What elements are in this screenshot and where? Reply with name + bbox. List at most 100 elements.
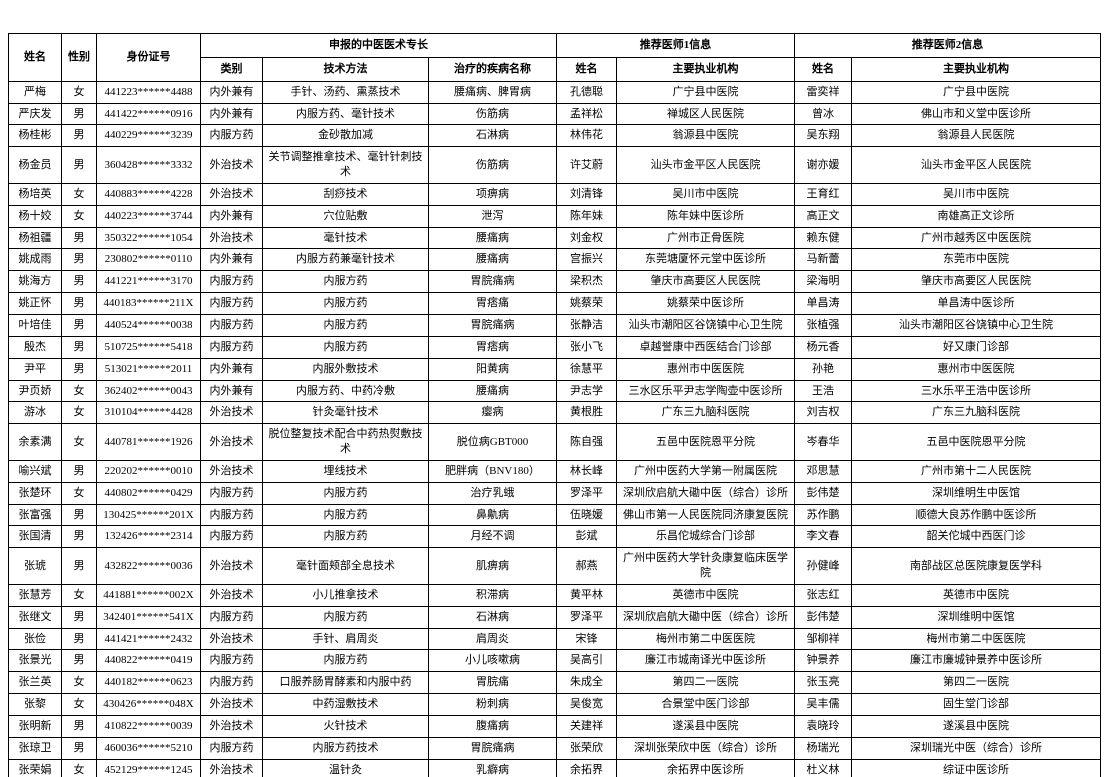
cell-gender: 男 (61, 627, 97, 651)
cell-rec2-institution: 综证中医诊所 (851, 758, 1102, 777)
cell-id-number: 132426******2314 (96, 525, 201, 549)
cell-rec1-institution: 姚蔡荣中医诊所 (616, 292, 796, 315)
cell-name: 姚成雨 (8, 248, 62, 272)
cell-gender: 男 (61, 146, 97, 184)
cell-name: 张景光 (8, 649, 62, 673)
column-header-name: 姓名 (8, 33, 62, 82)
cell-rec2-name: 雷奕祥 (794, 80, 853, 104)
cell-rec2-name: 梁海明 (794, 270, 853, 294)
cell-gender: 女 (61, 401, 97, 425)
cell-rec1-name: 梁积杰 (556, 270, 618, 294)
cell-id-number: 362402******0043 (96, 379, 201, 403)
cell-disease: 胃脘痛病 (427, 313, 558, 337)
cell-disease: 伤筋病 (427, 102, 558, 126)
cell-disease: 胃痞病 (427, 335, 558, 359)
cell-rec2-institution: 深圳瑞光中医（综合）诊所 (851, 736, 1102, 760)
table-row: 游冰女 310104******4428 外治技术 针灸毫针技术 瘿病 黄根胜 广东三九脑科… (8, 401, 1102, 425)
cell-rec2-institution: 佛山市和义堂中医诊所 (851, 102, 1102, 126)
table-row: 张国清男 132426******2314 内服方药 内服方药 月经不调 彭斌 乐昌佗城综合… (8, 525, 1102, 549)
cell-category: 内外兼有 (200, 248, 263, 272)
cell-rec1-name: 张荣欣 (556, 736, 618, 760)
cell-disease: 腰痛病、脾胃病 (427, 80, 558, 104)
column-group-recommender2: 推荐医师2信息 (794, 33, 1102, 58)
table-row: 姚成雨男 230802******0110 内外兼有 内服方药兼毫针技术 腰痛病 宫振兴东… (8, 248, 1102, 272)
cell-rec1-name: 林伟花 (556, 124, 618, 148)
cell-name: 张国清 (8, 525, 62, 549)
cell-id-number: 440822******0419 (96, 649, 201, 673)
cell-gender: 男 (61, 459, 97, 483)
column-header-rec1-institution: 主要执业机构 (616, 56, 796, 82)
cell-id-number: 310104******4428 (96, 401, 201, 425)
cell-disease: 石淋病 (427, 124, 558, 148)
cell-rec1-institution: 汕头市金平区人民医院 (616, 146, 796, 184)
cell-gender: 男 (61, 313, 97, 337)
cell-gender: 女 (61, 671, 97, 695)
table-row: 叶培佳男 440524******0038 内服方药 内服方药 胃脘痛病 张静洁 汕头市潮阳… (8, 313, 1102, 337)
cell-disease: 腰痛病 (427, 248, 558, 272)
cell-category: 外治技术 (200, 758, 263, 777)
cell-rec2-name: 杜义林 (794, 758, 853, 777)
cell-gender: 男 (61, 102, 97, 126)
cell-technique: 手针、汤药、熏蒸技术 (262, 80, 429, 104)
column-header-category: 类别 (200, 56, 263, 82)
cell-gender: 男 (61, 715, 97, 738)
cell-category: 内服方药 (200, 335, 263, 359)
table-row: 姚正怀男 440183******211X 内服方药 内服方药 胃痞痛 姚蔡荣 姚蔡荣中医诊… (8, 292, 1102, 315)
cell-name: 姚海方 (8, 270, 62, 294)
cell-technique: 内服外敷技术 (262, 357, 429, 381)
cell-rec2-institution: 广州市越秀区中医医院 (851, 226, 1102, 250)
cell-rec1-institution: 陈年妹中医诊所 (616, 204, 796, 228)
cell-rec1-name: 关建祥 (556, 715, 618, 738)
cell-gender: 男 (61, 736, 97, 760)
table-row: 杨祖疆男 350322******1054 外治技术 毫针技术 腰痛病 刘金权 广州市正骨医… (8, 226, 1102, 250)
cell-disease: 小儿咳嗽病 (427, 649, 558, 673)
cell-rec2-name: 刘吉权 (794, 401, 853, 425)
cell-id-number: 460036******5210 (96, 736, 201, 760)
cell-technique: 针灸毫针技术 (262, 401, 429, 425)
cell-technique: 内服方药 (262, 503, 429, 527)
cell-technique: 中药湿敷技术 (262, 693, 429, 716)
cell-rec2-name: 曾冰 (794, 102, 853, 126)
cell-rec1-institution: 余拓界中医诊所 (616, 758, 796, 777)
cell-disease: 泄泻 (427, 204, 558, 228)
cell-disease: 脱位病GBT000 (427, 423, 558, 461)
cell-rec1-name: 孔德聪 (556, 80, 618, 104)
cell-rec2-institution: 广东三九脑科医院 (851, 401, 1102, 425)
cell-rec1-name: 宋锋 (556, 627, 618, 651)
cell-name: 叶培佳 (8, 313, 62, 337)
cell-category: 外治技术 (200, 423, 263, 461)
cell-gender: 男 (61, 124, 97, 148)
column-header-id-number: 身份证号 (96, 33, 201, 82)
table-header: 姓名 性别 身份证号 申报的中医医术专长 推荐医师1信息 推荐医师2信息 类别 … (8, 33, 1102, 82)
cell-technique: 内服方药 (262, 270, 429, 294)
cell-rec1-name: 伍晓媛 (556, 503, 618, 527)
table-row: 张景光男 440822******0419 内服方药 内服方药 小儿咳嗽病 吴高引 廉江市城… (8, 649, 1102, 673)
cell-gender: 男 (61, 649, 97, 673)
cell-rec2-institution: 第四二一医院 (851, 671, 1102, 695)
cell-technique: 内服方药 (262, 649, 429, 673)
cell-name: 张荣娟 (8, 758, 62, 777)
cell-category: 外治技术 (200, 226, 263, 250)
cell-rec1-institution: 五邑中医院恩平分院 (616, 423, 796, 461)
cell-rec1-institution: 第四二一医院 (616, 671, 796, 695)
cell-name: 杨十姣 (8, 204, 62, 228)
cell-rec1-institution: 肇庆市高要区人民医院 (616, 270, 796, 294)
cell-rec2-name: 钟景养 (794, 649, 853, 673)
cell-id-number: 432822******0036 (96, 547, 201, 585)
cell-rec1-institution: 佛山市第一人民医院同济康复医院 (616, 503, 796, 527)
cell-disease: 胃脘痛病 (427, 736, 558, 760)
cell-id-number: 230802******0110 (96, 248, 201, 272)
cell-category: 内外兼有 (200, 204, 263, 228)
cell-rec2-institution: 顺德大良苏作鹏中医诊所 (851, 503, 1102, 527)
cell-name: 喻兴斌 (8, 459, 62, 483)
cell-disease: 胃痞痛 (427, 292, 558, 315)
cell-gender: 女 (61, 423, 97, 461)
cell-name: 尹页娇 (8, 379, 62, 403)
cell-category: 外治技术 (200, 583, 263, 607)
cell-rec2-name: 孙艳 (794, 357, 853, 381)
cell-category: 内服方药 (200, 671, 263, 695)
cell-technique: 关节调整推拿技术、毫针针刺技术 (262, 146, 429, 184)
cell-rec2-name: 张志红 (794, 583, 853, 607)
cell-rec2-name: 王浩 (794, 379, 853, 403)
cell-rec1-name: 许艾蔚 (556, 146, 618, 184)
